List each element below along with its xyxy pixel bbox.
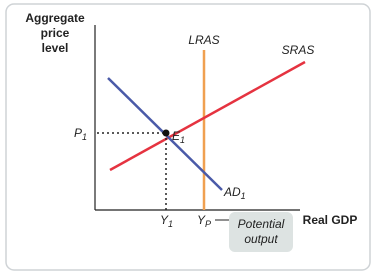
potential-sub: P [205, 219, 211, 229]
price-text: P [74, 126, 82, 140]
equilibrium-label: E1 [172, 129, 185, 145]
output-sub: 1 [168, 219, 173, 229]
output-label: Y1 [160, 213, 173, 229]
equilibrium-text: E [172, 129, 181, 143]
output-text: Y [160, 213, 169, 227]
price-sub: 1 [82, 132, 87, 142]
callout-text: output [244, 232, 278, 246]
ad-label-text: AD [223, 185, 241, 199]
equilibrium-point [162, 129, 170, 137]
y-axis-label: price [41, 26, 70, 40]
y-axis-label: level [42, 41, 69, 55]
ad-label: AD1 [223, 185, 246, 201]
callout-text: Potential [238, 217, 285, 231]
lras-label: LRAS [188, 33, 219, 47]
equilibrium-sub: 1 [180, 135, 185, 145]
price-label: P1 [74, 126, 87, 142]
potential-text: Y [197, 213, 206, 227]
sras-curve [109, 60, 306, 172]
sras-label: SRAS [282, 43, 315, 57]
ad-label-sub: 1 [241, 191, 246, 201]
potential-label: YP [197, 213, 211, 229]
frame [5, 3, 371, 271]
y-axis-label: Aggregate [25, 11, 85, 25]
callout-box [229, 212, 293, 252]
x-axis-label: Real GDP [303, 213, 358, 227]
